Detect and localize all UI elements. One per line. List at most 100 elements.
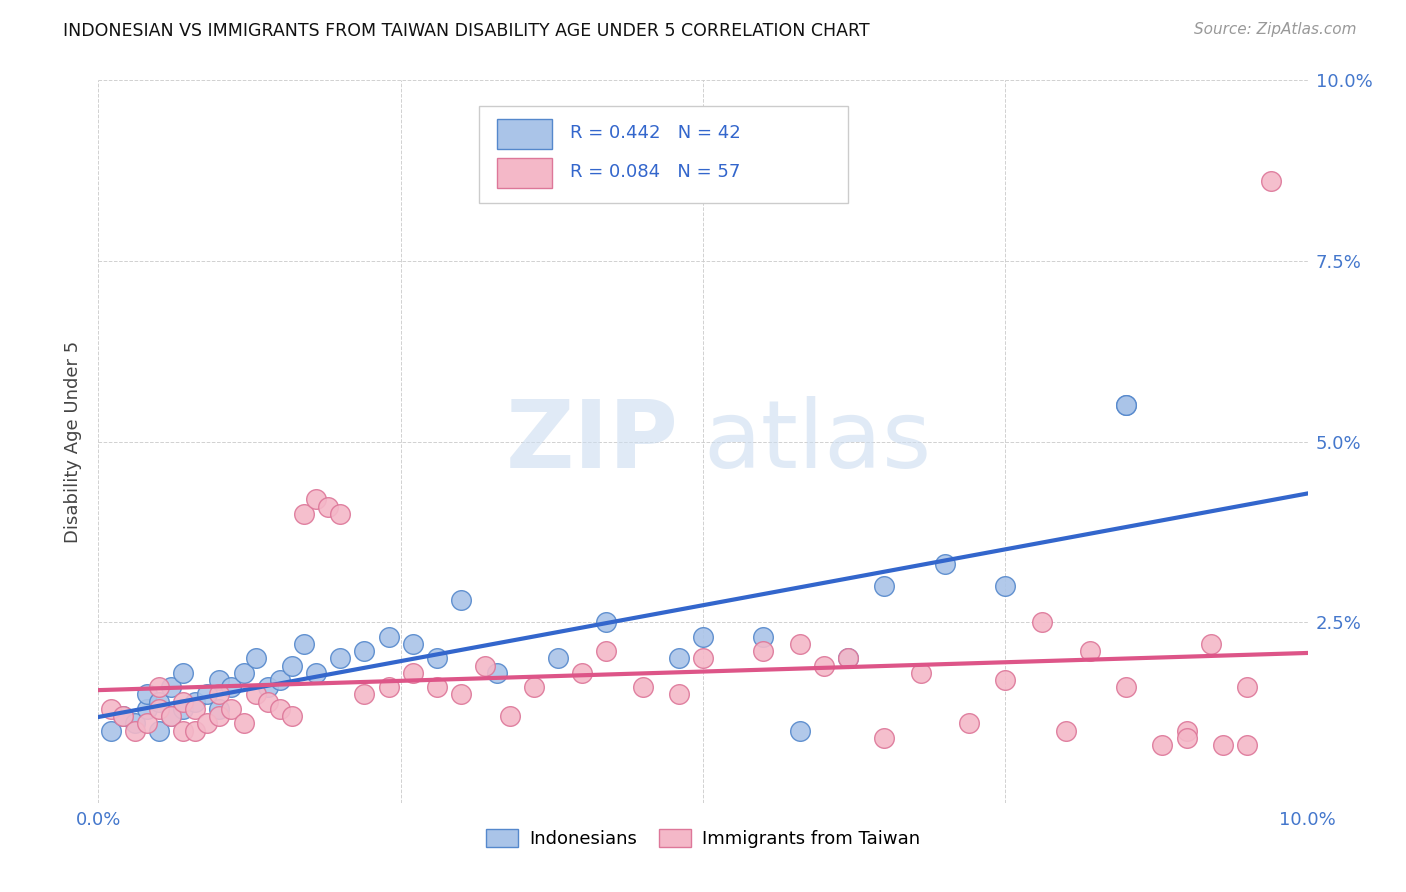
Point: [208, 673, 231, 687]
Point: [474, 658, 496, 673]
Point: [1175, 723, 1198, 738]
Point: [111, 709, 134, 723]
Text: Source: ZipAtlas.com: Source: ZipAtlas.com: [1194, 22, 1357, 37]
Point: [329, 507, 352, 521]
Point: [292, 507, 315, 521]
Point: [402, 637, 425, 651]
Point: [135, 702, 157, 716]
Point: [329, 651, 352, 665]
Point: [305, 492, 328, 507]
Point: [172, 702, 194, 716]
Point: [1115, 398, 1137, 412]
Point: [221, 702, 243, 716]
Point: [195, 716, 218, 731]
Point: [195, 687, 218, 701]
Point: [837, 651, 859, 665]
Point: [668, 687, 690, 701]
Point: [752, 644, 775, 658]
Point: [256, 680, 278, 694]
Point: [100, 702, 122, 716]
Point: [353, 687, 375, 701]
Point: [148, 702, 170, 716]
Point: [269, 673, 291, 687]
Point: [426, 680, 449, 694]
Point: [160, 709, 183, 723]
Point: [994, 673, 1017, 687]
Point: [184, 723, 207, 738]
Point: [172, 723, 194, 738]
Text: ZIP: ZIP: [506, 395, 679, 488]
Point: [208, 709, 231, 723]
Point: [281, 709, 304, 723]
Point: [668, 651, 690, 665]
Point: [692, 630, 714, 644]
Point: [111, 709, 134, 723]
Point: [377, 630, 399, 644]
Point: [789, 637, 811, 651]
Point: [148, 695, 170, 709]
Point: [377, 680, 399, 694]
Point: [184, 702, 207, 716]
Text: INDONESIAN VS IMMIGRANTS FROM TAIWAN DISABILITY AGE UNDER 5 CORRELATION CHART: INDONESIAN VS IMMIGRANTS FROM TAIWAN DIS…: [63, 22, 870, 40]
Point: [221, 680, 243, 694]
Point: [957, 716, 980, 731]
Point: [873, 731, 896, 745]
Point: [498, 709, 520, 723]
Point: [523, 680, 546, 694]
Point: [450, 687, 472, 701]
Point: [245, 651, 267, 665]
Point: [450, 593, 472, 607]
Point: [1236, 680, 1258, 694]
Point: [1152, 738, 1174, 752]
Point: [595, 644, 617, 658]
Point: [1199, 637, 1222, 651]
Point: [208, 702, 231, 716]
Point: [595, 615, 617, 630]
Point: [1078, 644, 1101, 658]
Point: [148, 723, 170, 738]
Point: [1212, 738, 1234, 752]
FancyBboxPatch shape: [498, 158, 551, 188]
Point: [994, 579, 1017, 593]
Point: [305, 665, 328, 680]
Point: [1054, 723, 1077, 738]
Point: [245, 687, 267, 701]
Point: [873, 579, 896, 593]
Point: [402, 665, 425, 680]
Point: [910, 665, 932, 680]
Point: [426, 651, 449, 665]
Point: [631, 680, 654, 694]
Point: [1175, 731, 1198, 745]
Point: [837, 651, 859, 665]
Point: [100, 723, 122, 738]
Point: [172, 665, 194, 680]
Point: [934, 558, 956, 572]
Point: [184, 695, 207, 709]
Point: [160, 709, 183, 723]
Point: [135, 687, 157, 701]
Point: [160, 680, 183, 694]
Text: R = 0.084   N = 57: R = 0.084 N = 57: [569, 163, 741, 181]
Point: [547, 651, 569, 665]
Legend: Indonesians, Immigrants from Taiwan: Indonesians, Immigrants from Taiwan: [478, 822, 928, 855]
Text: R = 0.442   N = 42: R = 0.442 N = 42: [569, 124, 741, 142]
Point: [172, 695, 194, 709]
Text: atlas: atlas: [703, 395, 931, 488]
Point: [692, 651, 714, 665]
Point: [1115, 398, 1137, 412]
Point: [752, 630, 775, 644]
Point: [124, 716, 146, 731]
Point: [486, 665, 509, 680]
Point: [1115, 680, 1137, 694]
Point: [232, 665, 254, 680]
Point: [256, 695, 278, 709]
Point: [208, 687, 231, 701]
Point: [292, 637, 315, 651]
Point: [281, 658, 304, 673]
Point: [135, 716, 157, 731]
FancyBboxPatch shape: [498, 119, 551, 149]
Point: [813, 658, 835, 673]
Point: [124, 723, 146, 738]
Point: [789, 723, 811, 738]
Point: [1031, 615, 1053, 630]
